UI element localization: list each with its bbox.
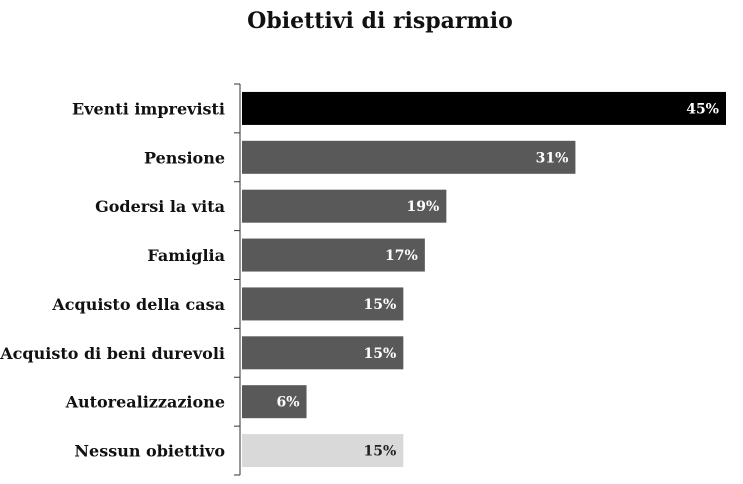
data-label: 15% [364,444,397,460]
data-label: 45% [686,101,719,117]
bar [242,140,576,174]
data-label: 15% [364,346,397,362]
bars-group: 45% 31% 19% 17% 15% 15% 6% 15% [242,91,726,468]
bar [242,287,404,321]
category-label: Famiglia [147,246,225,265]
category-labels: Eventi imprevisti Pensione Godersi la vita… [0,99,225,460]
category-label: Acquisto di beni durevoli [0,344,225,363]
data-label: 19% [407,199,440,215]
data-label: 15% [364,297,397,313]
chart-title: Obiettivi di risparmio [247,8,513,34]
data-label: 31% [536,150,569,166]
data-label: 6% [276,395,299,411]
bar [242,238,425,272]
category-label: Nessun obiettivo [74,442,225,461]
bar [242,336,404,370]
category-label: Eventi imprevisti [72,99,225,118]
category-label: Godersi la vita [95,197,225,216]
category-label: Pensione [144,148,225,167]
bar [242,91,726,125]
category-label: Acquisto della casa [51,295,225,314]
bar [242,189,447,223]
data-label: 17% [385,248,418,264]
category-label: Autorealizzazione [65,393,225,412]
bar [242,434,404,468]
bar [242,385,307,419]
y-axis [234,83,241,476]
